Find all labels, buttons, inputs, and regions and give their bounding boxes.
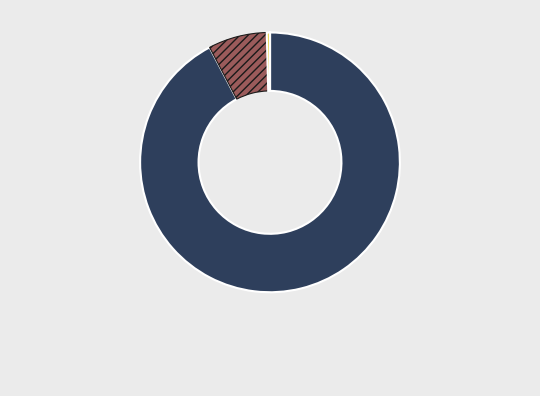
Wedge shape (210, 32, 268, 99)
Wedge shape (267, 32, 270, 91)
Wedge shape (140, 32, 400, 292)
Legend: Common Stocks 92.3%, Corporate Bonds 0.4%, Reit 7.3%, Short-Term Investments 0.0: Common Stocks 92.3%, Corporate Bonds 0.4… (19, 390, 521, 396)
